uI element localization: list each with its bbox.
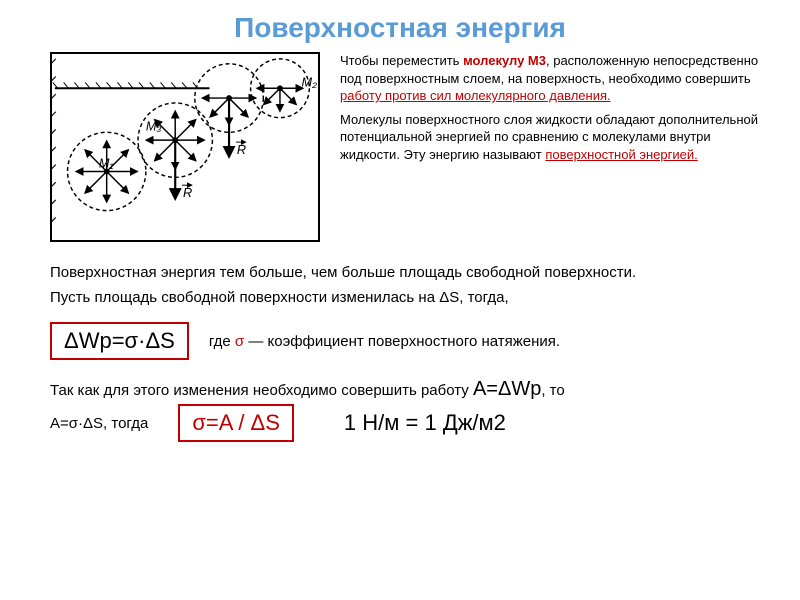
b-eq: А=ΔWp — [473, 378, 541, 400]
svg-text:R: R — [237, 142, 246, 157]
right-text-block: Чтобы переместить молекулу М3, расположе… — [340, 52, 770, 242]
paragraph-1: Чтобы переместить молекулу М3, расположе… — [340, 52, 770, 105]
paragraph-2: Молекулы поверхностного слоя жидкости об… — [340, 111, 770, 164]
bottom-line-1: Так как для этого изменения необходимо с… — [50, 374, 750, 404]
p1-pre: Чтобы переместить — [340, 53, 463, 68]
p1-work: работу против сил молекулярного давления… — [340, 88, 611, 103]
svg-text:M₃: M₃ — [146, 118, 162, 133]
formula-row-1: ΔWp=σ·ΔS где σ — коэффициент поверхностн… — [0, 312, 800, 360]
molecule-diagram: M₁ R M₃ M₂ R — [50, 52, 320, 242]
f1-note-post: — коэффициент поверхностного натяжения — [244, 333, 556, 350]
bottom-line-2: А=σ·ΔS, тогда — [50, 415, 148, 432]
bottom-row: А=σ·ΔS, тогда σ=A / ΔS 1 Н/м = 1 Дж/м2 — [0, 404, 800, 442]
bottom-text: Так как для этого изменения необходимо с… — [0, 360, 800, 404]
f1-note-period: . — [556, 333, 560, 350]
mid-line-1: Поверхностная энергия тем больше, чем бо… — [50, 262, 750, 283]
p2-term: поверхностной энергией. — [545, 147, 697, 162]
units-text: 1 Н/м = 1 Дж/м2 — [344, 410, 506, 436]
f1-sigma: σ — [235, 333, 244, 350]
page-title: Поверхностная энергия — [0, 0, 800, 52]
mid-line-2: Пусть площадь свободной поверхности изме… — [50, 287, 750, 308]
f1-note-pre: где — [209, 333, 235, 350]
svg-text:R: R — [183, 185, 192, 200]
svg-text:M₁: M₁ — [99, 156, 114, 171]
formula-box-2: σ=A / ΔS — [178, 404, 294, 442]
top-section: M₁ R M₃ M₂ R Чтобы переместить молекулу М3, … — [0, 52, 800, 242]
b-pre: Так как для этого изменения необходимо с… — [50, 382, 473, 399]
svg-text:M₂: M₂ — [301, 74, 317, 89]
formula-1-note: где σ — коэффициент поверхностного натяж… — [209, 333, 560, 350]
b-post: , то — [541, 382, 564, 399]
formula-box-1: ΔWp=σ·ΔS — [50, 322, 189, 360]
p1-molecule: молекулу М3 — [463, 53, 546, 68]
middle-text: Поверхностная энергия тем больше, чем бо… — [0, 242, 800, 308]
